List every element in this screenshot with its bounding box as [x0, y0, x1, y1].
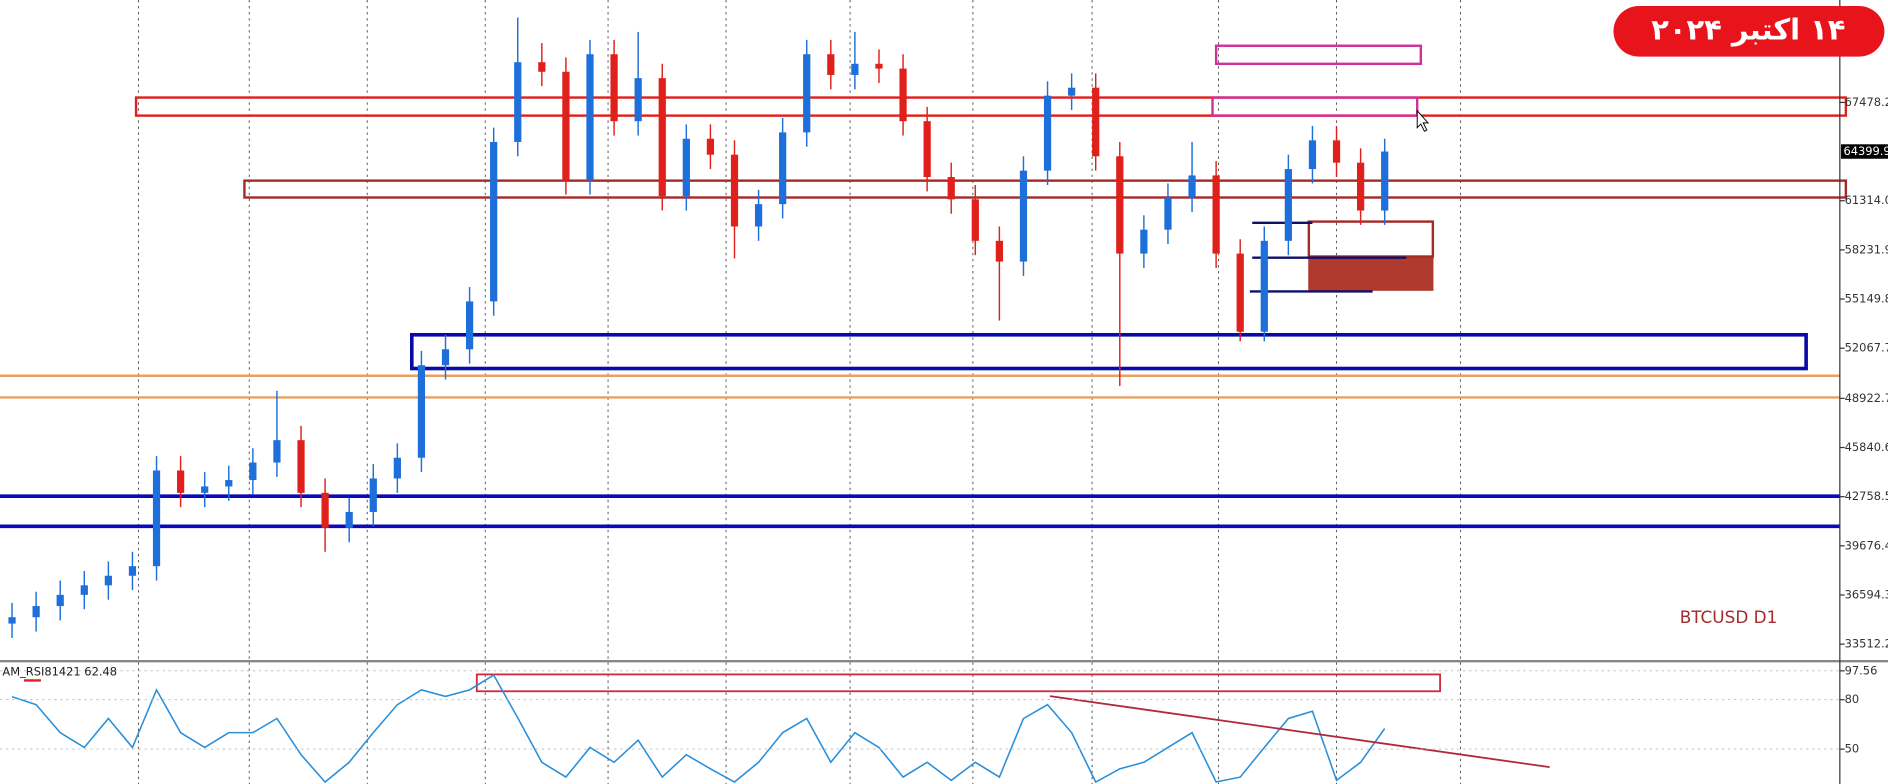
y-tick-label: 52067.7: [1845, 341, 1888, 355]
candle-body: [80, 585, 88, 595]
y-tick-label: 36594.3: [1845, 587, 1888, 601]
candle-body: [706, 138, 715, 155]
candle-body: [369, 478, 377, 512]
rsi-zone: [475, 673, 1441, 693]
candle-body: [152, 470, 161, 567]
y-tick-label: 33512.2: [1845, 637, 1888, 651]
candle-body: [971, 199, 979, 241]
candle-body: [947, 177, 955, 200]
candle-body: [1236, 253, 1244, 332]
candle-body: [1381, 151, 1389, 211]
candle-body: [995, 240, 1003, 262]
y-tick-label: 61314.0: [1845, 193, 1888, 207]
candle-body: [1188, 175, 1196, 198]
candle-body: [851, 63, 859, 75]
candle-body: [1357, 162, 1365, 211]
candle-body: [1308, 140, 1317, 170]
candle-body: [490, 141, 498, 302]
candle-body: [1140, 229, 1148, 254]
y-tick-label: 58231.9: [1845, 242, 1888, 256]
candle-body: [8, 617, 16, 624]
candle-body: [249, 462, 257, 481]
y-tick-label: 42758.5: [1845, 489, 1888, 503]
support-zone: [409, 332, 1808, 371]
y-tick-label: 48922.7: [1845, 391, 1888, 405]
candle-body: [1092, 87, 1100, 157]
candle-body: [562, 71, 570, 181]
candle-body: [345, 511, 353, 528]
current-price-box: [1841, 144, 1888, 159]
date-banner-text: ۱۴ اکتبر ۲۰۲۴: [1651, 12, 1845, 46]
target-zone: [1214, 44, 1423, 66]
candle-body: [634, 78, 642, 122]
y-tick-label: 45840.6: [1845, 440, 1888, 454]
candle-body: [1260, 240, 1268, 332]
current-price-label: 64399.9: [1843, 144, 1888, 158]
indicator-label: AM_RSI81421 62.48: [2, 664, 117, 678]
time-grid: [137, 0, 1462, 784]
candle-body: [899, 68, 907, 122]
resistance-zone: [134, 96, 1848, 117]
candle-body: [32, 606, 40, 618]
candle-body: [1212, 175, 1220, 254]
candle-body: [538, 62, 546, 72]
candle-body: [441, 349, 450, 366]
annotations: [0, 44, 1848, 529]
candle-body: [1332, 140, 1341, 163]
rsi-annotations: [475, 673, 1441, 693]
y-tick-label: 80: [1845, 692, 1860, 706]
candle-body: [586, 54, 594, 181]
y-tick-label: 50: [1845, 742, 1860, 756]
candle-body: [827, 54, 835, 75]
candle-body: [1043, 95, 1052, 171]
candle-body: [730, 154, 739, 227]
candle-body: [225, 480, 233, 487]
candles: [8, 17, 1389, 638]
symbol-label: BTCUSD D1: [1680, 607, 1778, 627]
candle-body: [417, 365, 426, 458]
candle-body: [923, 121, 931, 178]
candle-body: [104, 575, 112, 586]
axes: 67478.2 61314.0 58231.9 55149.8 52067.7 48922…: [0, 95, 1888, 756]
candle-body: [1284, 169, 1292, 241]
candle-body: [465, 301, 474, 350]
y-tick-label: 67478.2: [1845, 95, 1888, 109]
candle-body: [201, 486, 209, 493]
candle-body: [1068, 87, 1076, 96]
date-banner: [1613, 6, 1885, 57]
y-tick-label: 39676.4: [1845, 538, 1888, 552]
y-tick-label: 55149.8: [1845, 292, 1888, 306]
candle-body: [128, 566, 137, 576]
candle-body: [610, 54, 618, 122]
candle-body: [177, 470, 185, 493]
candle-body: [803, 54, 811, 133]
y-tick-label: 97.56: [1845, 663, 1878, 677]
candle-body: [56, 594, 64, 607]
trend-line: [1049, 695, 1550, 769]
candle-body: [1116, 156, 1124, 254]
candle-body: [754, 204, 763, 227]
candle-body: [1164, 197, 1172, 230]
candle-body: [1019, 170, 1028, 262]
resistance-zone: [243, 179, 1848, 199]
target-zone: [1211, 96, 1419, 117]
rsi-line: [11, 673, 1386, 784]
rsi-path: [11, 673, 1386, 784]
candle-body: [514, 62, 522, 142]
candle-body: [273, 440, 281, 463]
candle-body: [779, 132, 787, 205]
candle-body: [321, 492, 329, 528]
candle-body: [875, 63, 883, 69]
candle-body: [393, 457, 401, 479]
candle-body: [297, 440, 305, 493]
candle-body: [658, 78, 666, 197]
order-block: [1308, 255, 1434, 291]
mouse-cursor: [1416, 109, 1430, 132]
candle-body: [682, 138, 690, 197]
